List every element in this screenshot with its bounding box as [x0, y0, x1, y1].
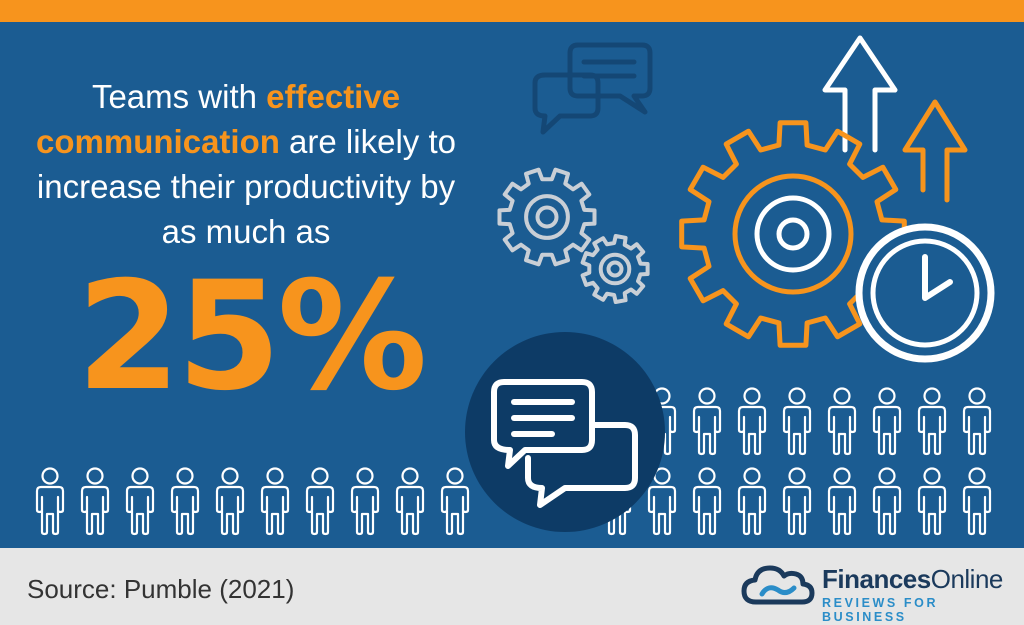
source-text: Source: Pumble (2021)	[27, 574, 295, 604]
cloud-logo-icon	[741, 565, 815, 605]
big-stat-value: 25%	[76, 250, 427, 424]
gear-hub	[598, 252, 632, 286]
headline: Teams with effective communication are l…	[0, 74, 492, 254]
headline-line4: as much as	[161, 213, 331, 250]
footer	[0, 548, 1024, 625]
brand-tagline: REVIEWS FOR BUSINESS	[822, 596, 939, 624]
gear-hub	[535, 205, 559, 229]
brand-name-regular: Online	[930, 564, 1004, 594]
growth-arrows-icon	[822, 35, 968, 203]
faint-chat-icon	[532, 42, 653, 135]
gear-outline	[580, 234, 650, 304]
headline-highlight-effective: effective	[266, 78, 401, 115]
headline-highlight-communication: communication	[36, 123, 280, 160]
gear-hub	[524, 194, 570, 240]
chat-bubbles-icon	[465, 332, 665, 532]
top-accent-bar	[0, 0, 1024, 22]
clock-icon	[855, 223, 995, 363]
headline-line2-text: are likely to	[279, 123, 456, 160]
gear-outline	[497, 167, 597, 267]
illustration	[35, 35, 995, 536]
headline-line1-text: Teams with	[91, 78, 267, 115]
gear-hub	[606, 260, 624, 278]
headline-line3: increase their productivity by	[36, 168, 456, 205]
brand-name: FinancesOnline	[822, 565, 1003, 593]
gears-icon	[497, 167, 650, 304]
cog-icon	[679, 120, 907, 348]
brand-name-bold: Finances	[822, 564, 931, 594]
